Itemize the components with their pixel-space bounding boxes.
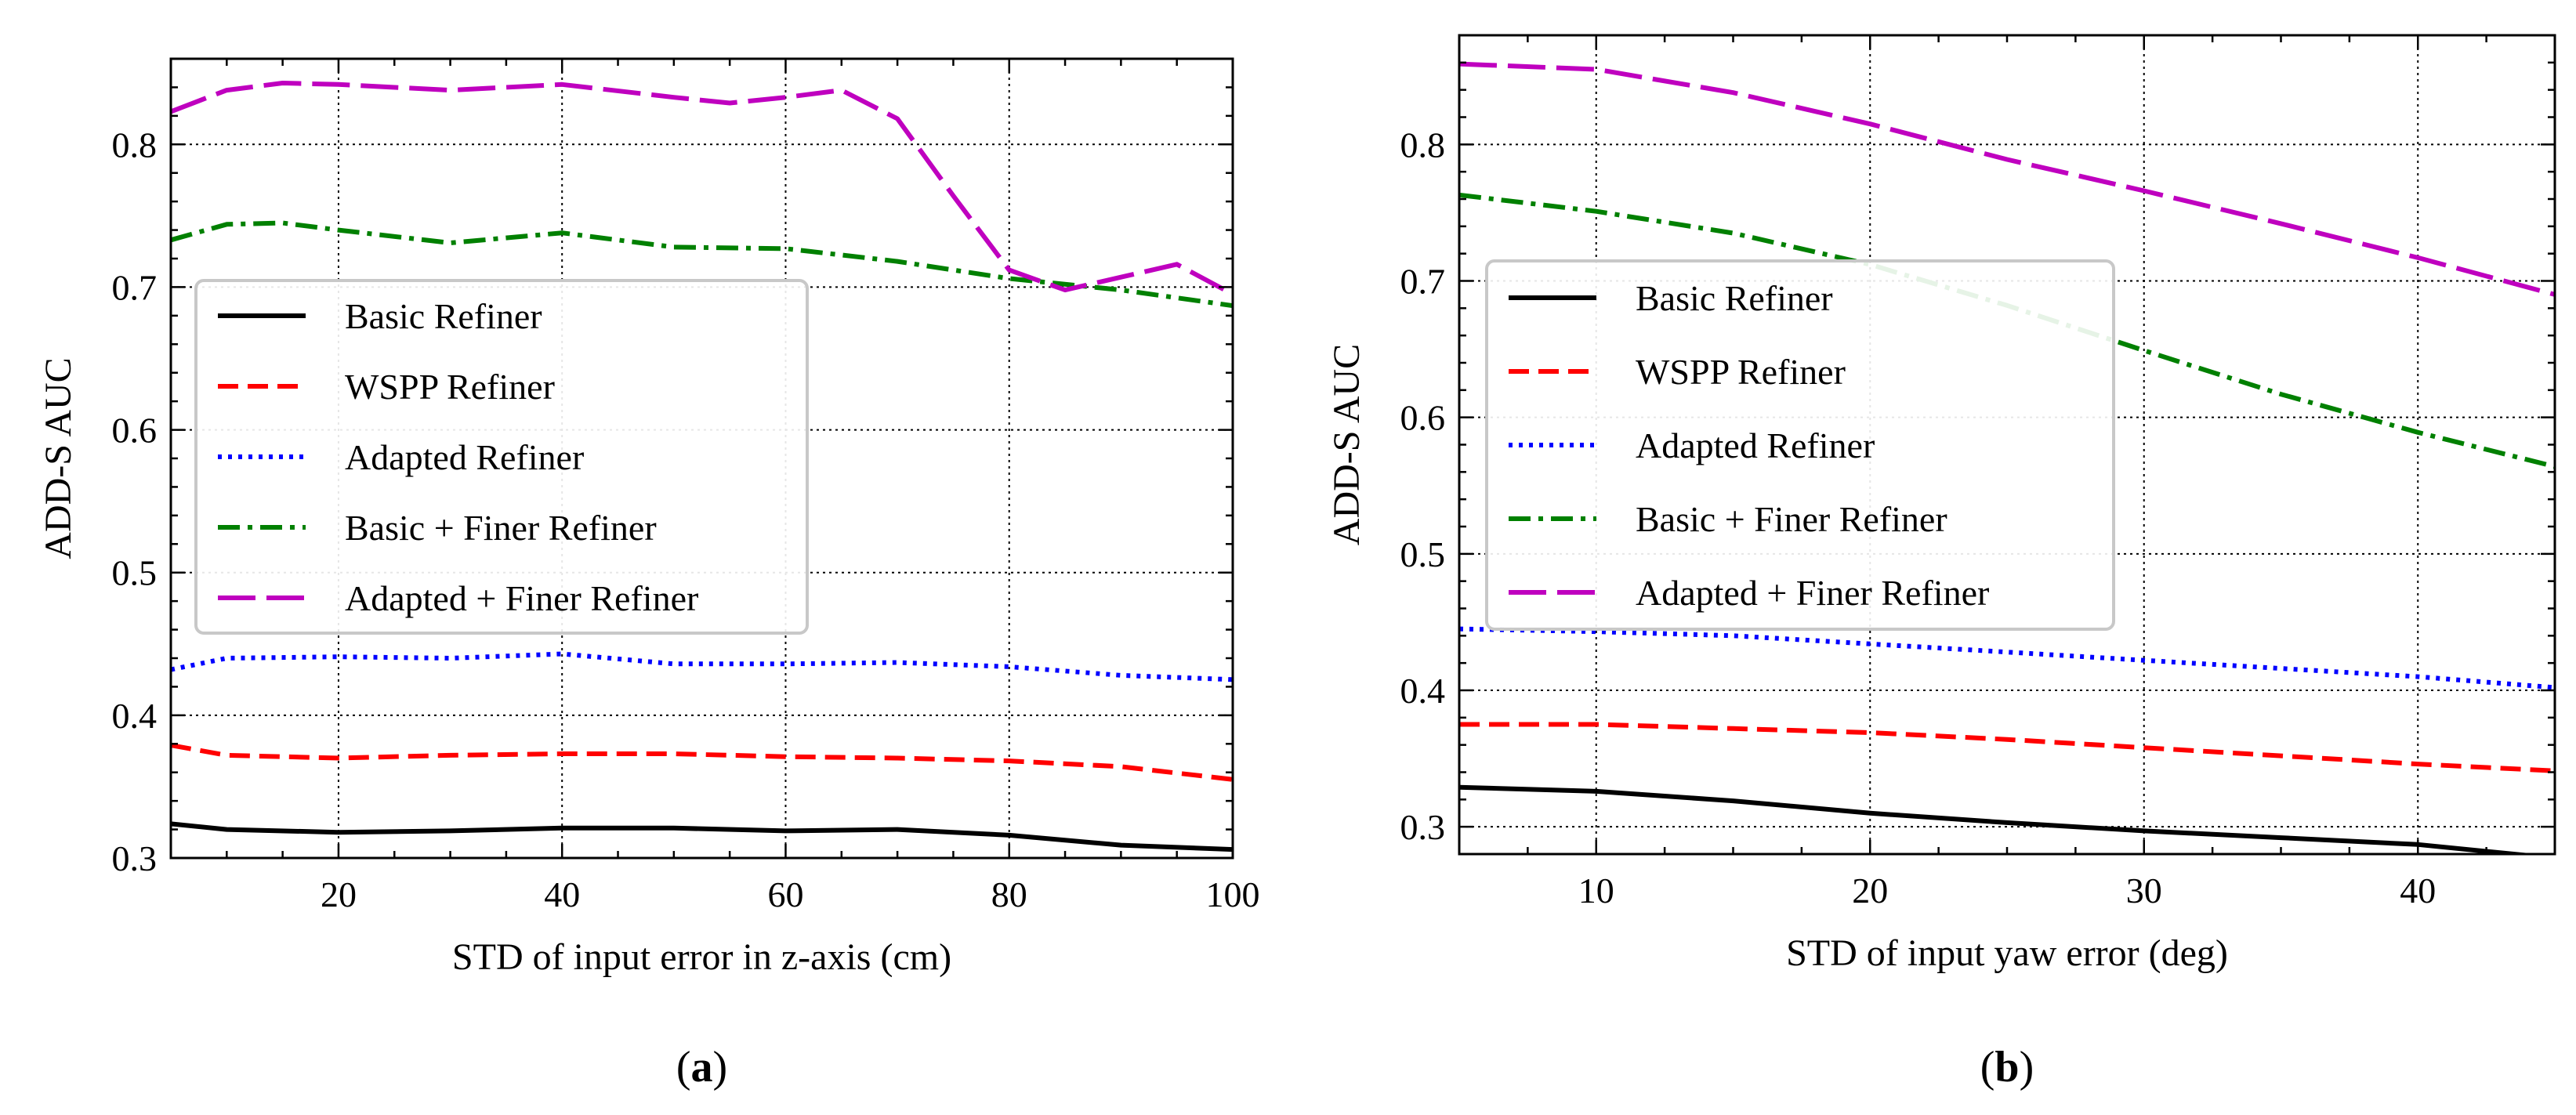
x-tick-label: 60 <box>767 874 803 914</box>
y-axis-label: ADD-S AUC <box>38 357 79 559</box>
panel-label: (b) <box>1980 1043 2034 1091</box>
x-tick-label: 20 <box>321 874 357 914</box>
legend-entry-2: Adapted Refiner <box>1636 425 1875 465</box>
legend-entry-1: WSPP Refiner <box>1636 352 1846 392</box>
y-tick-label: 0.5 <box>1400 534 1446 574</box>
x-tick-label: 40 <box>544 874 580 914</box>
legend-box <box>1485 259 2115 631</box>
legend-entry-1: WSPP Refiner <box>345 367 555 407</box>
x-tick-label: 100 <box>1206 874 1260 914</box>
legend-entry-2: Adapted Refiner <box>345 437 584 477</box>
x-tick-label: 30 <box>2126 871 2162 910</box>
legend-entry-3: Basic + Finer Refiner <box>1636 499 1947 539</box>
series-line-0 <box>171 821 1233 853</box>
x-tick-label: 20 <box>1852 871 1888 910</box>
legend-entry-4: Adapted + Finer Refiner <box>1636 573 1989 613</box>
y-tick-label: 0.6 <box>112 411 158 451</box>
chart-panel-b: 10 20 30 40 0.3 0.4 0.5 0.6 0.7 0.8 STD of input y… <box>1326 34 2556 1091</box>
series-line-0 <box>1459 784 2538 854</box>
series-group <box>171 81 1233 853</box>
legend-box <box>194 279 809 635</box>
series-line-3 <box>171 220 1233 309</box>
series-line-2 <box>171 651 1233 682</box>
x-tick-label: 40 <box>2400 871 2436 910</box>
legend: Basic Refiner WSPP Refiner Adapted Refiner… <box>1485 259 2115 631</box>
y-tick-label: 0.4 <box>112 696 158 736</box>
legend-entry-3: Basic + Finer Refiner <box>345 508 657 548</box>
legend: Basic Refiner WSPP Refiner Adapted Refiner… <box>194 279 809 635</box>
y-tick-label: 0.5 <box>112 553 158 593</box>
x-tick-label: 10 <box>1578 871 1614 910</box>
x-tick-label: 80 <box>991 874 1027 914</box>
y-axis-label: ADD-S AUC <box>1326 344 1368 545</box>
x-axis-label: STD of input error in z-axis (cm) <box>452 936 951 978</box>
series-line-1 <box>1459 722 2555 773</box>
y-tick-label: 0.8 <box>112 125 158 165</box>
y-tick-label: 0.7 <box>112 267 158 307</box>
x-axis-label: STD of input yaw error (deg) <box>1786 932 2228 974</box>
y-tick-label: 0.3 <box>112 838 158 878</box>
y-tick-label: 0.7 <box>1400 262 1446 302</box>
y-tick-label: 0.3 <box>1400 807 1446 847</box>
series-line-1 <box>171 743 1233 782</box>
legend-entry-0: Basic Refiner <box>1636 278 1833 318</box>
y-tick-label: 0.6 <box>1400 398 1446 438</box>
y-tick-label: 0.4 <box>1400 671 1446 711</box>
series-line-4 <box>1459 61 2555 297</box>
series-line-4 <box>171 81 1233 297</box>
series-line-2 <box>1459 626 2555 690</box>
y-tick-label: 0.8 <box>1400 125 1446 165</box>
legend-entry-4: Adapted + Finer Refiner <box>345 578 698 618</box>
legend-entry-0: Basic Refiner <box>345 296 542 336</box>
panel-label: (a) <box>676 1043 727 1091</box>
chart-panel-a: 20 40 60 80 100 0.3 0.4 0.5 0.6 0.7 0.8 STD of inpu… <box>38 57 1260 1091</box>
